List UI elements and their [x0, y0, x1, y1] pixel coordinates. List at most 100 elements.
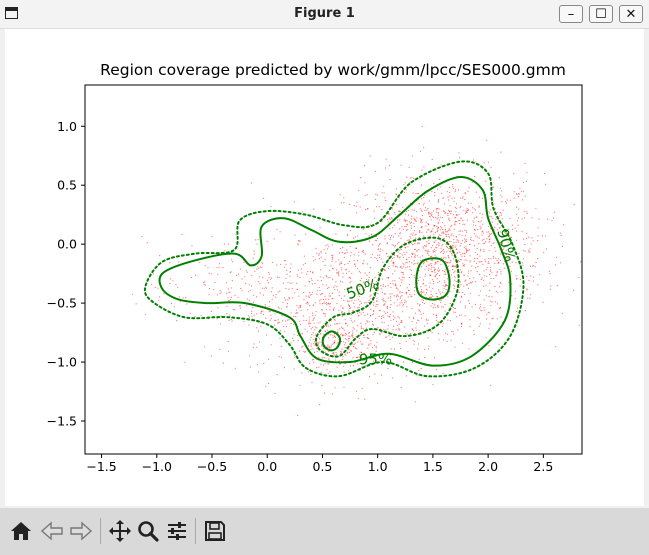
- scatter-point: [402, 273, 404, 275]
- scatter-point: [328, 359, 330, 361]
- scatter-point: [347, 262, 349, 265]
- scatter-point: [434, 231, 437, 234]
- scatter-point: [266, 334, 268, 336]
- scatter-point: [430, 330, 432, 332]
- forward-arrow-icon[interactable]: [68, 518, 94, 544]
- scatter-point: [329, 276, 331, 278]
- scatter-point: [327, 329, 329, 331]
- scatter-point: [308, 342, 310, 344]
- figure-canvas[interactable]: Region coverage predicted by work/gmm/lp…: [5, 29, 644, 506]
- scatter-point: [409, 235, 411, 238]
- scatter-point: [420, 368, 422, 370]
- scatter-point: [383, 192, 385, 194]
- scatter-point: [320, 269, 322, 271]
- minimize-button[interactable]: –: [559, 5, 583, 23]
- scatter-point: [449, 191, 451, 193]
- scatter-point: [400, 279, 402, 281]
- save-icon[interactable]: [202, 518, 228, 544]
- scatter-point: [521, 231, 523, 233]
- scatter-point: [362, 249, 364, 252]
- scatter-point: [438, 234, 440, 236]
- scatter-point: [229, 299, 231, 301]
- scatter-point: [442, 243, 444, 245]
- scatter-point: [396, 294, 398, 296]
- scatter-point: [403, 277, 405, 279]
- scatter-point: [441, 257, 443, 259]
- scatter-point: [320, 371, 322, 373]
- scatter-point: [438, 289, 440, 291]
- scatter-point: [372, 314, 374, 316]
- scatter-point: [500, 282, 502, 284]
- scatter-point: [285, 277, 287, 279]
- scatter-point: [378, 206, 380, 208]
- scatter-point: [397, 289, 399, 291]
- scatter-point: [414, 401, 416, 403]
- scatter-point: [359, 206, 361, 208]
- zoom-icon[interactable]: [135, 518, 161, 544]
- scatter-point: [424, 250, 426, 252]
- home-icon[interactable]: [8, 518, 34, 544]
- scatter-point: [416, 255, 418, 257]
- scatter-point: [256, 327, 258, 329]
- scatter-point: [297, 275, 299, 277]
- scatter-point: [440, 216, 442, 218]
- scatter-point: [487, 260, 489, 262]
- scatter-point: [559, 262, 562, 264]
- scatter-point: [389, 306, 391, 309]
- scatter-point: [322, 298, 325, 301]
- scatter-point: [473, 240, 475, 242]
- scatter-point: [464, 255, 466, 257]
- scatter-point: [253, 314, 255, 316]
- scatter-point: [553, 217, 555, 219]
- scatter-point: [424, 348, 426, 350]
- scatter-point: [377, 326, 379, 329]
- back-arrow-icon[interactable]: [39, 518, 65, 544]
- scatter-point: [499, 259, 502, 262]
- scatter-point: [319, 276, 321, 278]
- scatter-point: [313, 208, 315, 210]
- scatter-point: [290, 263, 292, 265]
- scatter-point: [307, 303, 309, 305]
- scatter-point: [346, 251, 348, 253]
- scatter-point: [403, 251, 405, 253]
- scatter-point: [450, 251, 452, 253]
- scatter-point: [489, 323, 491, 325]
- scatter-point: [311, 279, 313, 282]
- close-button[interactable]: ✕: [619, 5, 643, 23]
- chart: Region coverage predicted by work/gmm/lp…: [47, 61, 583, 474]
- scatter-point: [516, 220, 518, 222]
- scatter-point: [367, 337, 370, 340]
- scatter-point: [334, 387, 336, 389]
- scatter-point: [494, 226, 496, 228]
- scatter-point: [204, 281, 206, 283]
- scatter-point: [454, 223, 456, 225]
- scatter-point: [401, 254, 403, 256]
- scatter-point: [411, 262, 413, 264]
- scatter-point: [368, 343, 370, 345]
- configure-subplots-icon[interactable]: [164, 518, 190, 544]
- scatter-point: [191, 245, 193, 247]
- maximize-button[interactable]: ☐: [589, 5, 613, 23]
- scatter-point: [461, 240, 464, 242]
- scatter-point: [426, 329, 428, 331]
- scatter-point: [448, 229, 450, 231]
- scatter-point: [375, 304, 378, 306]
- scatter-point: [388, 277, 390, 279]
- scatter-point: [327, 244, 329, 246]
- scatter-point: [227, 243, 229, 245]
- scatter-point: [312, 291, 314, 293]
- scatter-point: [469, 260, 471, 262]
- scatter-point: [514, 290, 516, 292]
- scatter-point: [439, 291, 441, 293]
- scatter-point: [495, 275, 497, 277]
- scatter-point: [431, 332, 433, 334]
- scatter-point: [487, 311, 489, 313]
- pan-icon[interactable]: [107, 518, 133, 544]
- scatter-point: [482, 213, 484, 215]
- scatter-point: [388, 213, 390, 215]
- scatter-point: [448, 235, 450, 238]
- scatter-point: [332, 352, 335, 354]
- scatter-point: [398, 317, 400, 319]
- scatter-point: [436, 218, 438, 220]
- scatter-point: [329, 303, 331, 305]
